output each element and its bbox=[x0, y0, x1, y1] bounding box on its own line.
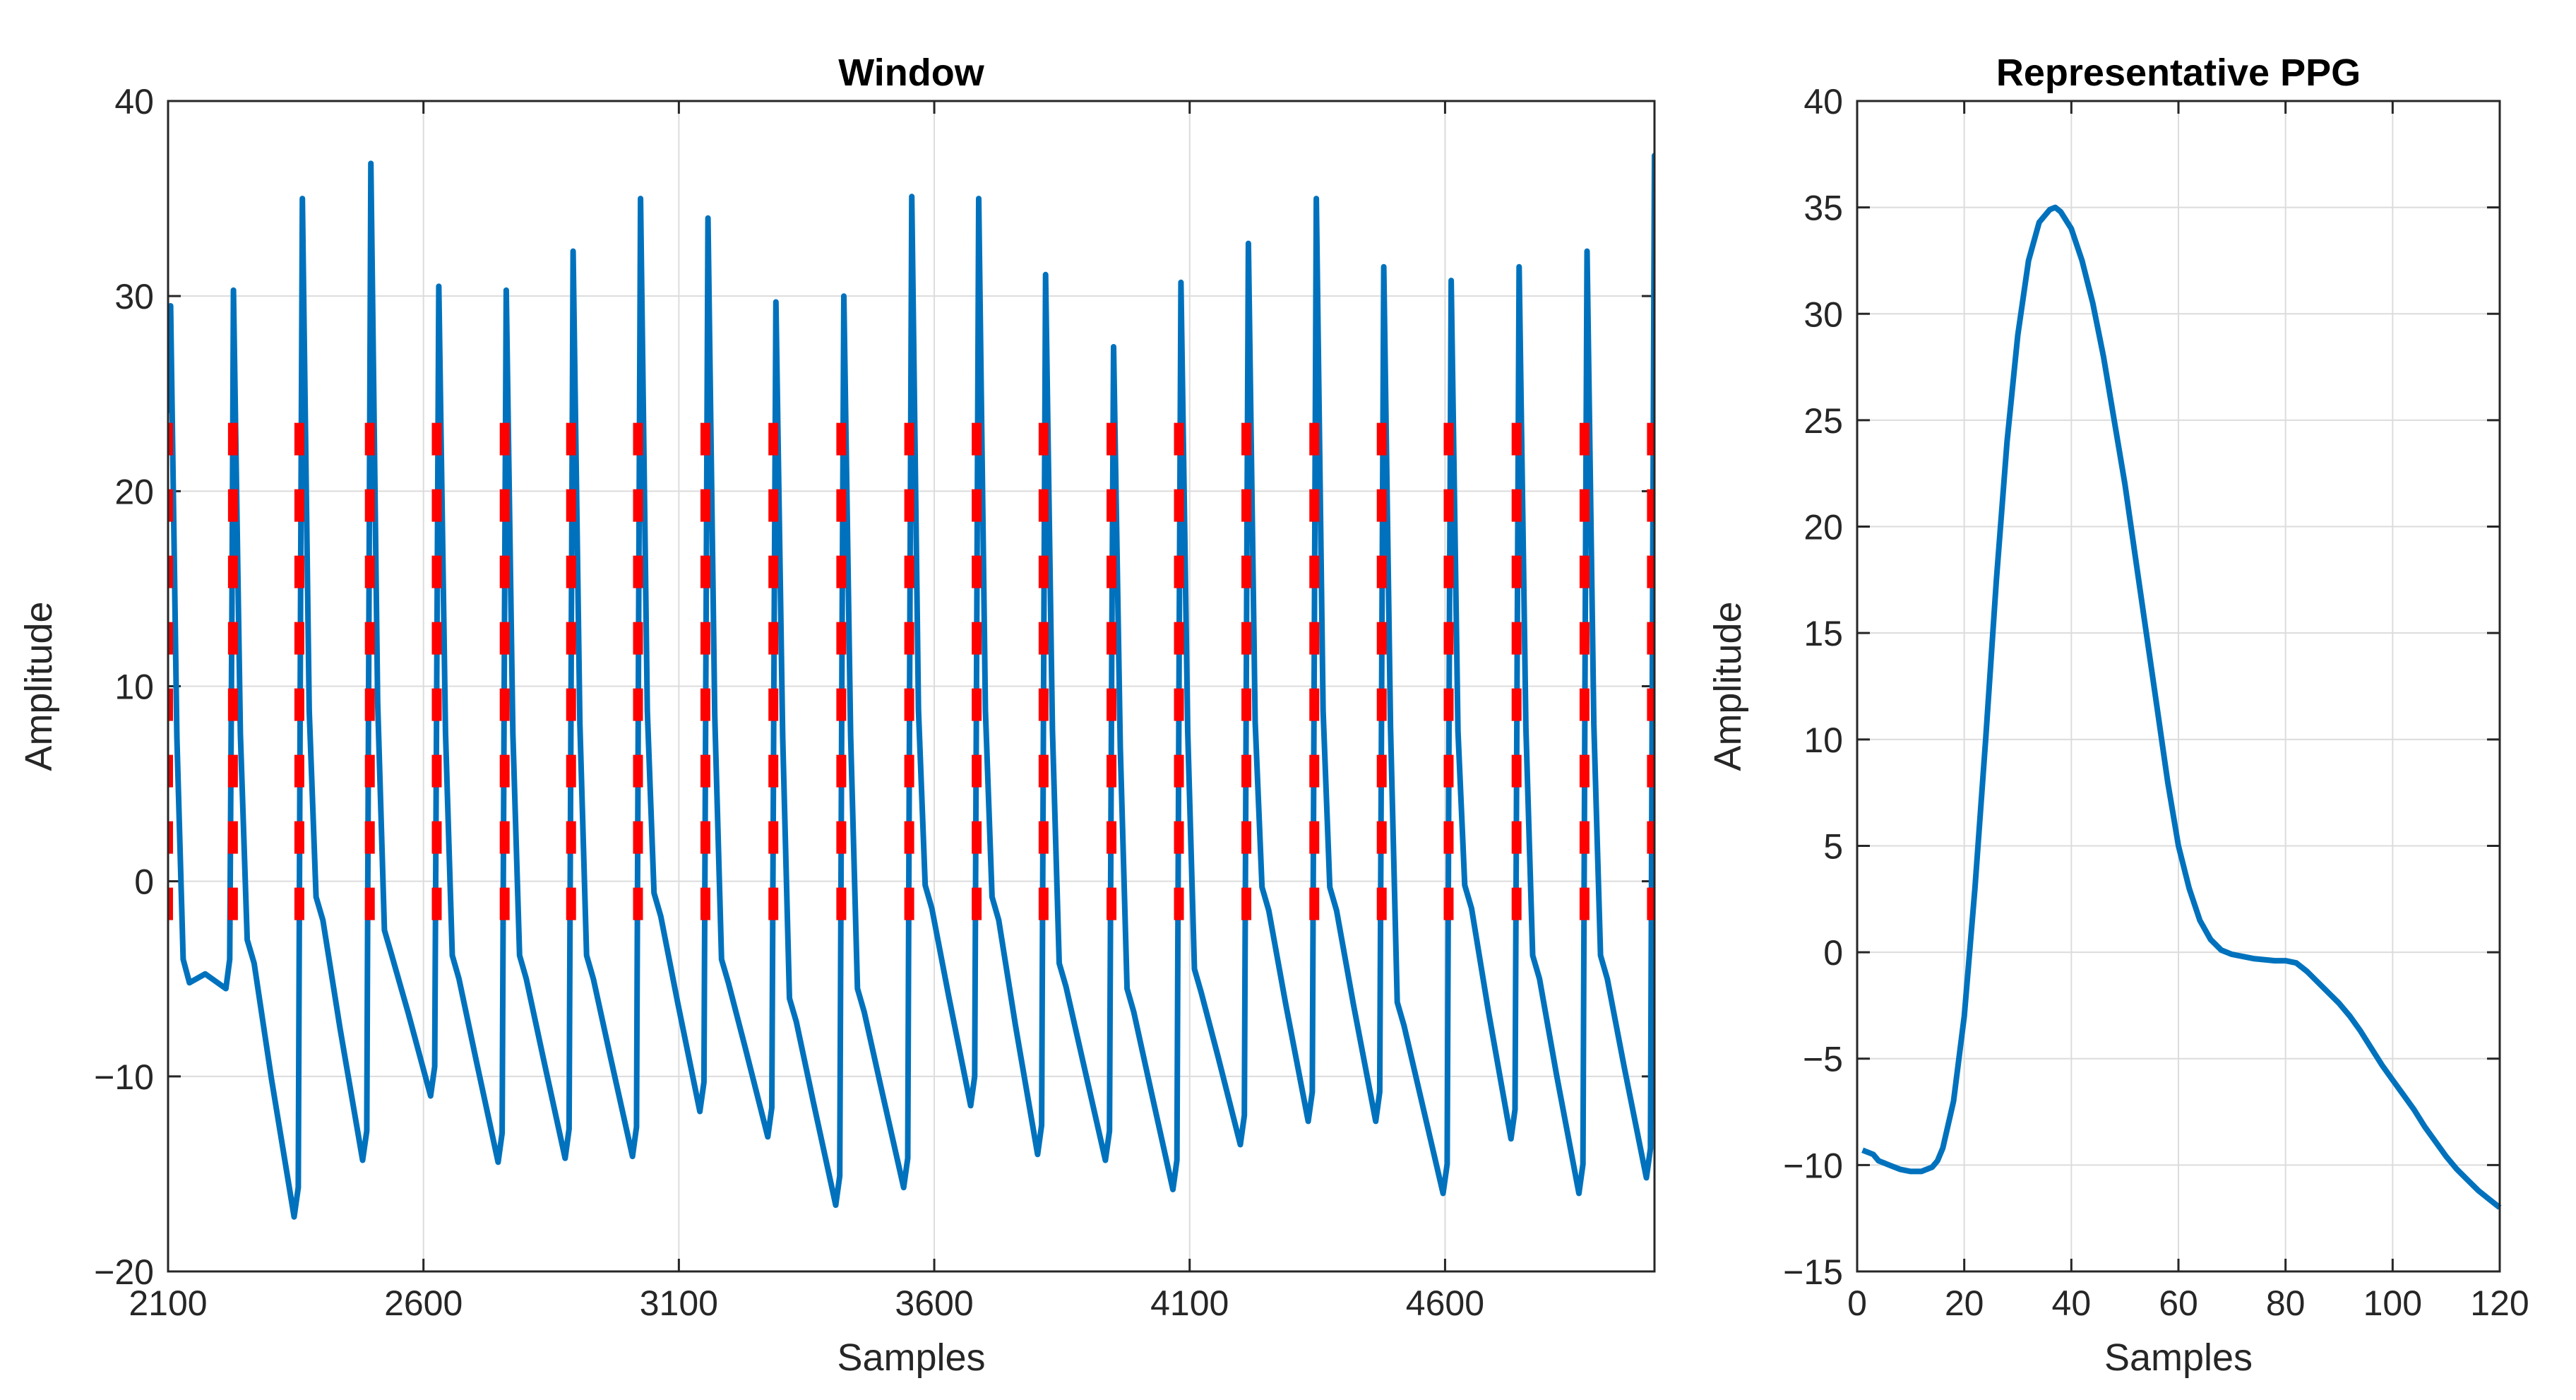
chart-title: Window bbox=[838, 52, 984, 94]
representative-ppg-line bbox=[1861, 204, 2502, 1210]
x-tick-label: 4100 bbox=[1150, 1283, 1229, 1323]
y-axis-label: Amplitude bbox=[18, 601, 60, 771]
x-axis-label: Samples bbox=[837, 1336, 985, 1379]
x-tick-label: 4600 bbox=[1406, 1283, 1484, 1323]
axes-box bbox=[1856, 100, 2501, 1273]
y-tick-label: 0 bbox=[1823, 933, 1843, 973]
y-tick-label: 0 bbox=[134, 862, 154, 902]
x-tick-label: 40 bbox=[2052, 1283, 2092, 1323]
y-tick-label: −15 bbox=[1783, 1252, 1843, 1292]
x-tick-label: 100 bbox=[2363, 1283, 2422, 1323]
y-tick-label: 25 bbox=[1803, 401, 1843, 441]
x-tick-label: 3100 bbox=[640, 1283, 718, 1323]
window-panel: 2100 2600 3100 3600 4100 4600 −20 −10 0 10 20 30 40 S… bbox=[18, 52, 1656, 1379]
x-tick-label: 20 bbox=[1945, 1283, 1984, 1323]
y-tick-label: −5 bbox=[1803, 1040, 1843, 1079]
y-tick-label: 30 bbox=[114, 277, 154, 316]
y-tick-label: 40 bbox=[114, 82, 154, 121]
y-tick-label: 30 bbox=[1803, 295, 1843, 334]
y-axis-label: Amplitude bbox=[1707, 601, 1749, 771]
x-tick-label: 3600 bbox=[895, 1283, 973, 1323]
y-tick-label: 10 bbox=[114, 668, 154, 707]
y-tick-label: 15 bbox=[1803, 614, 1843, 653]
y-tick-label: −10 bbox=[94, 1057, 154, 1097]
y-tick-label: −20 bbox=[94, 1252, 154, 1292]
y-tick-label: 20 bbox=[114, 472, 154, 511]
x-tick-label: 2600 bbox=[384, 1283, 463, 1323]
chart-title: Representative PPG bbox=[1996, 52, 2361, 94]
axes-box bbox=[167, 100, 1656, 1273]
x-tick-label: 60 bbox=[2159, 1283, 2198, 1323]
y-tick-label: 35 bbox=[1803, 189, 1843, 228]
x-tick-label: 2100 bbox=[129, 1283, 207, 1323]
representative-ppg-panel: 0 20 40 60 80 100 120 −15 −10 −5 0 5 10 15 20 25 30 35 40 S… bbox=[1707, 52, 2529, 1379]
y-tick-label: −10 bbox=[1783, 1146, 1843, 1185]
x-tick-label: 120 bbox=[2470, 1283, 2529, 1323]
ppg-signal-line bbox=[168, 153, 1654, 1220]
x-tick-label: 80 bbox=[2266, 1283, 2306, 1323]
y-tick-label: 40 bbox=[1803, 82, 1843, 121]
x-tick-label: 0 bbox=[1847, 1283, 1867, 1323]
x-axis-label: Samples bbox=[2104, 1336, 2253, 1379]
y-tick-label: 20 bbox=[1803, 508, 1843, 547]
y-tick-label: 5 bbox=[1823, 826, 1843, 866]
y-tick-label: 10 bbox=[1803, 720, 1843, 760]
